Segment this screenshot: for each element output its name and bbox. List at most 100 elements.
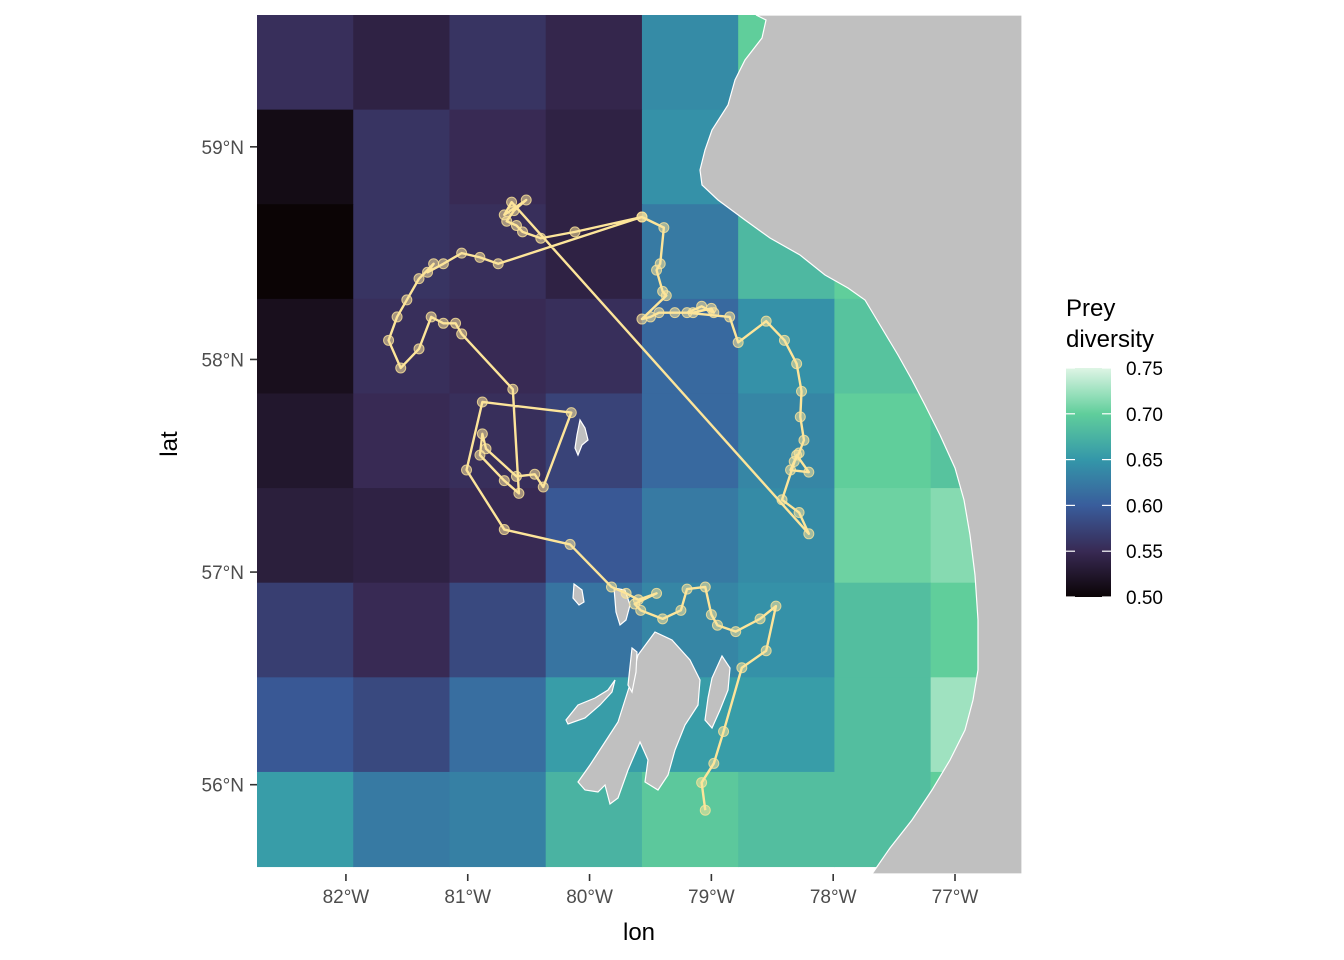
- track-point: [657, 613, 669, 625]
- heatmap-cell: [257, 298, 354, 394]
- track-point: [401, 294, 413, 306]
- heatmap-cell: [449, 15, 547, 111]
- track-point: [517, 226, 529, 238]
- heatmap-cell: [545, 109, 643, 205]
- track-point: [736, 662, 748, 674]
- track-point: [510, 470, 522, 482]
- track-point: [681, 583, 693, 595]
- heatmap-cell: [353, 677, 450, 773]
- track-point: [732, 336, 744, 348]
- heatmap-cell: [257, 488, 354, 584]
- heatmap-cell: [641, 393, 739, 489]
- heatmap-cell: [449, 109, 547, 205]
- heatmap-cell: [641, 204, 739, 300]
- legend-tick-label: 0.60: [1126, 496, 1163, 517]
- track-point: [413, 343, 425, 355]
- track-point: [425, 311, 437, 323]
- mainland-land: [699, 15, 1022, 874]
- track-point: [705, 609, 717, 621]
- track-point: [660, 290, 672, 302]
- heatmap-cell: [257, 677, 354, 773]
- heatmap-cell: [834, 582, 932, 678]
- track-point: [675, 604, 687, 616]
- heatmap-cell: [353, 109, 450, 205]
- track-point: [501, 215, 513, 227]
- x-tick-label: 82°W: [323, 887, 370, 908]
- track-point: [794, 411, 806, 423]
- heatmap-cell: [738, 393, 835, 489]
- heatmap-cell: [353, 488, 450, 584]
- track-point: [635, 604, 647, 616]
- legend-tick-label: 0.55: [1126, 542, 1163, 563]
- track-point: [605, 581, 617, 593]
- track-point: [699, 581, 711, 593]
- island-land: [577, 631, 701, 806]
- seal-track: [383, 194, 815, 816]
- track-point: [492, 258, 504, 270]
- land-layer: [565, 15, 1022, 874]
- track-point: [498, 475, 510, 487]
- track-point: [537, 481, 549, 493]
- heatmap-cell: [834, 677, 932, 773]
- x-tick-label: 77°W: [932, 887, 979, 908]
- island-land: [565, 679, 616, 725]
- heatmap-cell: [545, 488, 643, 584]
- heatmap-cell: [449, 582, 547, 678]
- heatmap-cell: [449, 298, 547, 394]
- track-point: [681, 307, 693, 319]
- track-point: [507, 383, 519, 395]
- legend-colorbar: [1066, 368, 1111, 597]
- track-point: [437, 258, 449, 270]
- island-land: [574, 418, 589, 457]
- track-point: [620, 587, 632, 599]
- x-tick-label: 79°W: [688, 887, 735, 908]
- x-axis-title: lon: [623, 919, 655, 946]
- track-point: [474, 251, 486, 263]
- track-point: [796, 385, 808, 397]
- heatmap-cell: [834, 393, 932, 489]
- heatmap-cell: [353, 582, 450, 678]
- track-point: [785, 464, 797, 476]
- heatmap-cell: [641, 488, 739, 584]
- track-point: [476, 396, 488, 408]
- track-point: [658, 222, 670, 234]
- heatmap-cell: [738, 771, 835, 868]
- heatmap-cell: [545, 15, 643, 111]
- track-point: [456, 247, 468, 259]
- heatmap-cell: [353, 204, 450, 300]
- heatmap-cell: [738, 582, 835, 678]
- y-tick-label: 59°N: [202, 138, 244, 159]
- track-point: [476, 428, 488, 440]
- track-point: [520, 194, 532, 206]
- track-point: [760, 645, 772, 657]
- track-point: [569, 226, 581, 238]
- track-point: [793, 507, 805, 519]
- track-point: [395, 362, 407, 374]
- plot-panel: [257, 15, 1022, 874]
- y-axis-title: lat: [156, 431, 183, 457]
- track-point: [513, 487, 525, 499]
- legend-tick-label: 0.75: [1126, 359, 1163, 380]
- y-tick-label: 58°N: [202, 350, 244, 371]
- x-axis: 82°W 81°W 80°W 79°W 78°W 77°W: [323, 874, 979, 908]
- track-point: [718, 726, 730, 738]
- track-point: [565, 407, 577, 419]
- track-point: [754, 613, 766, 625]
- heatmap-cell: [449, 677, 547, 773]
- track-point: [651, 587, 663, 599]
- track-point: [651, 264, 663, 276]
- x-tick-label: 78°W: [810, 887, 857, 908]
- island-land: [704, 654, 731, 730]
- track-point: [791, 358, 803, 370]
- track-point: [696, 777, 708, 789]
- track-point: [708, 307, 720, 319]
- track-point: [508, 205, 520, 217]
- heatmap-cell: [353, 771, 450, 868]
- track-point: [760, 315, 772, 327]
- track-point: [456, 328, 468, 340]
- track-point: [636, 211, 648, 223]
- heatmap-cell: [353, 298, 450, 394]
- heatmap-cell: [257, 582, 354, 678]
- x-tick-label: 81°W: [444, 887, 491, 908]
